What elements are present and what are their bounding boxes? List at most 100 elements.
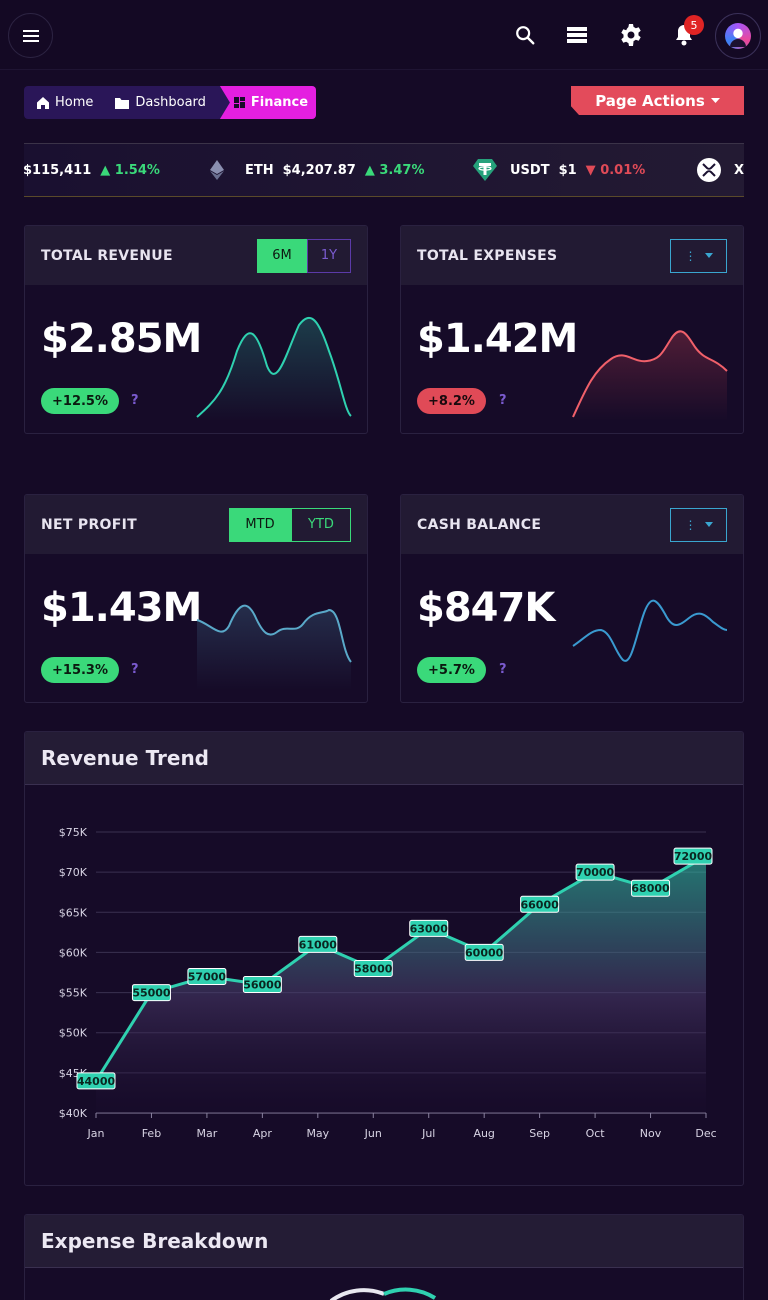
help-icon[interactable]: ? [499, 662, 507, 677]
svg-text:61000: 61000 [299, 938, 338, 951]
card-title: TOTAL EXPENSES [417, 247, 558, 264]
breadcrumb-home[interactable]: Home [24, 86, 103, 119]
svg-text:70000: 70000 [576, 866, 615, 879]
ticker-item[interactable]: ETH $4,207.87 ▲ 3.47% [210, 144, 424, 196]
x-tick-label: Mar [197, 1127, 218, 1140]
y-tick-label: $50K [59, 1027, 88, 1040]
data-label: 57000 [187, 968, 227, 986]
ticker-symbol: ETH [245, 162, 274, 178]
ticker-symbol: X [734, 162, 744, 178]
y-tick-label: $55K [59, 987, 88, 1000]
x-tick-label: Oct [586, 1127, 606, 1140]
card-header: NET PROFIT MTD YTD [25, 495, 367, 554]
page-actions-label: Page Actions [595, 91, 705, 110]
profit-change-badge: +15.3% [41, 657, 119, 683]
breadcrumb-finance-label: Finance [250, 95, 309, 110]
data-label: 66000 [520, 895, 560, 913]
ticker-price: $4,207.87 [282, 162, 356, 178]
x-tick-label: May [306, 1127, 329, 1140]
x-tick-label: Jul [421, 1127, 435, 1140]
caret-down-icon [704, 253, 713, 258]
x-tick-label: Sep [529, 1127, 550, 1140]
help-icon[interactable]: ? [499, 393, 507, 408]
x-tick-label: Apr [253, 1127, 273, 1140]
home-icon [37, 96, 49, 109]
net-profit-card: NET PROFIT MTD YTD $1.43M +15.3% ? [24, 494, 368, 703]
svg-text:68000: 68000 [631, 882, 670, 895]
svg-text:63000: 63000 [410, 922, 449, 935]
card-options-dropdown[interactable]: ⋮ [670, 507, 727, 542]
ticker-change: ▲ 1.54% [100, 162, 160, 178]
svg-text:56000: 56000 [243, 979, 282, 992]
help-icon[interactable]: ? [131, 393, 139, 408]
tether-icon [473, 159, 497, 181]
expenses-change-badge: +8.2% [417, 388, 486, 414]
toggle-1y[interactable]: 1Y [307, 238, 351, 273]
folder-icon [115, 97, 130, 109]
layers-icon[interactable] [565, 22, 591, 48]
user-avatar-icon [725, 23, 751, 49]
caret-down-icon [710, 98, 720, 103]
card-options-dropdown[interactable]: ⋮ [670, 238, 727, 273]
card-header: CASH BALANCE ⋮ [401, 495, 743, 554]
x-tick-label: Nov [640, 1127, 662, 1140]
card-title: TOTAL REVENUE [41, 247, 173, 264]
toggle-6m[interactable]: 6M [257, 238, 307, 273]
toggle-ytd[interactable]: YTD [291, 507, 351, 542]
expense-breakdown-chart [329, 1287, 437, 1300]
data-label: 70000 [575, 863, 615, 881]
data-label: 72000 [673, 847, 713, 865]
area-fill [96, 856, 706, 1113]
ticker-item[interactable]: USDT $1 ▼ 0.01% [473, 144, 645, 196]
grid-icon [233, 97, 245, 108]
data-label: 68000 [631, 879, 671, 897]
data-label: 56000 [242, 976, 282, 994]
ticker-price: $1 [558, 162, 577, 178]
toggle-mtd[interactable]: MTD [229, 507, 291, 542]
svg-text:58000: 58000 [354, 962, 393, 975]
expenses-value: $1.42M [417, 316, 578, 362]
breadcrumb: Home Dashboard Finance [24, 86, 316, 119]
data-label: 60000 [464, 943, 504, 961]
ticker-item[interactable]: $115,411 ▲ 1.54% [24, 144, 160, 196]
help-icon[interactable]: ? [131, 662, 139, 677]
ticker-symbol: USDT [510, 162, 550, 178]
breadcrumb-home-label: Home [55, 95, 94, 110]
card-header: TOTAL REVENUE 6M 1Y [25, 226, 367, 285]
breadcrumb-finance[interactable]: Finance [219, 86, 316, 119]
cash-change-badge: +5.7% [417, 657, 486, 683]
avatar[interactable] [715, 13, 761, 59]
gear-icon[interactable] [618, 22, 644, 48]
hamburger-menu-icon[interactable] [8, 13, 53, 58]
crypto-ticker: $115,411 ▲ 1.54% ETH $4,207.87 ▲ 3.47% U… [24, 143, 744, 197]
panel-title: Expense Breakdown [25, 1215, 743, 1268]
data-label: 63000 [409, 919, 449, 937]
svg-text:66000: 66000 [520, 898, 559, 911]
y-tick-label: $65K [59, 906, 88, 919]
card-title: NET PROFIT [41, 516, 137, 533]
y-tick-label: $70K [59, 866, 88, 879]
svg-text:55000: 55000 [132, 987, 171, 1000]
x-tick-label: Aug [473, 1127, 494, 1140]
kebab-icon: ⋮ [684, 248, 697, 263]
ticker-change: ▲ 3.47% [364, 162, 425, 178]
top-bar: 5 [0, 0, 768, 70]
page-actions-button[interactable]: Page Actions [571, 86, 744, 115]
breadcrumb-dashboard[interactable]: Dashboard [103, 86, 216, 119]
total-revenue-card: TOTAL REVENUE 6M 1Y $2.85M +12.5% ? [24, 225, 368, 434]
search-icon[interactable] [512, 22, 538, 48]
x-tick-label: Dec [695, 1127, 716, 1140]
ticker-item[interactable]: X [697, 144, 744, 196]
x-tick-label: Feb [142, 1127, 161, 1140]
period-toggle: 6M 1Y [257, 238, 351, 273]
revenue-trend-panel: Revenue Trend $40K $45K $50K $55K $60K $65K $7… [24, 731, 744, 1186]
revenue-change-badge: +12.5% [41, 388, 119, 414]
data-label: 61000 [298, 935, 338, 953]
x-tick-label: Jun [364, 1127, 382, 1140]
total-expenses-card: TOTAL EXPENSES ⋮ $1.42M +8.2% ? [400, 225, 744, 434]
data-label: 55000 [131, 984, 171, 1002]
cash-value: $847K [417, 585, 555, 631]
ticker-change: ▼ 0.01% [585, 162, 646, 178]
svg-text:72000: 72000 [674, 850, 713, 863]
